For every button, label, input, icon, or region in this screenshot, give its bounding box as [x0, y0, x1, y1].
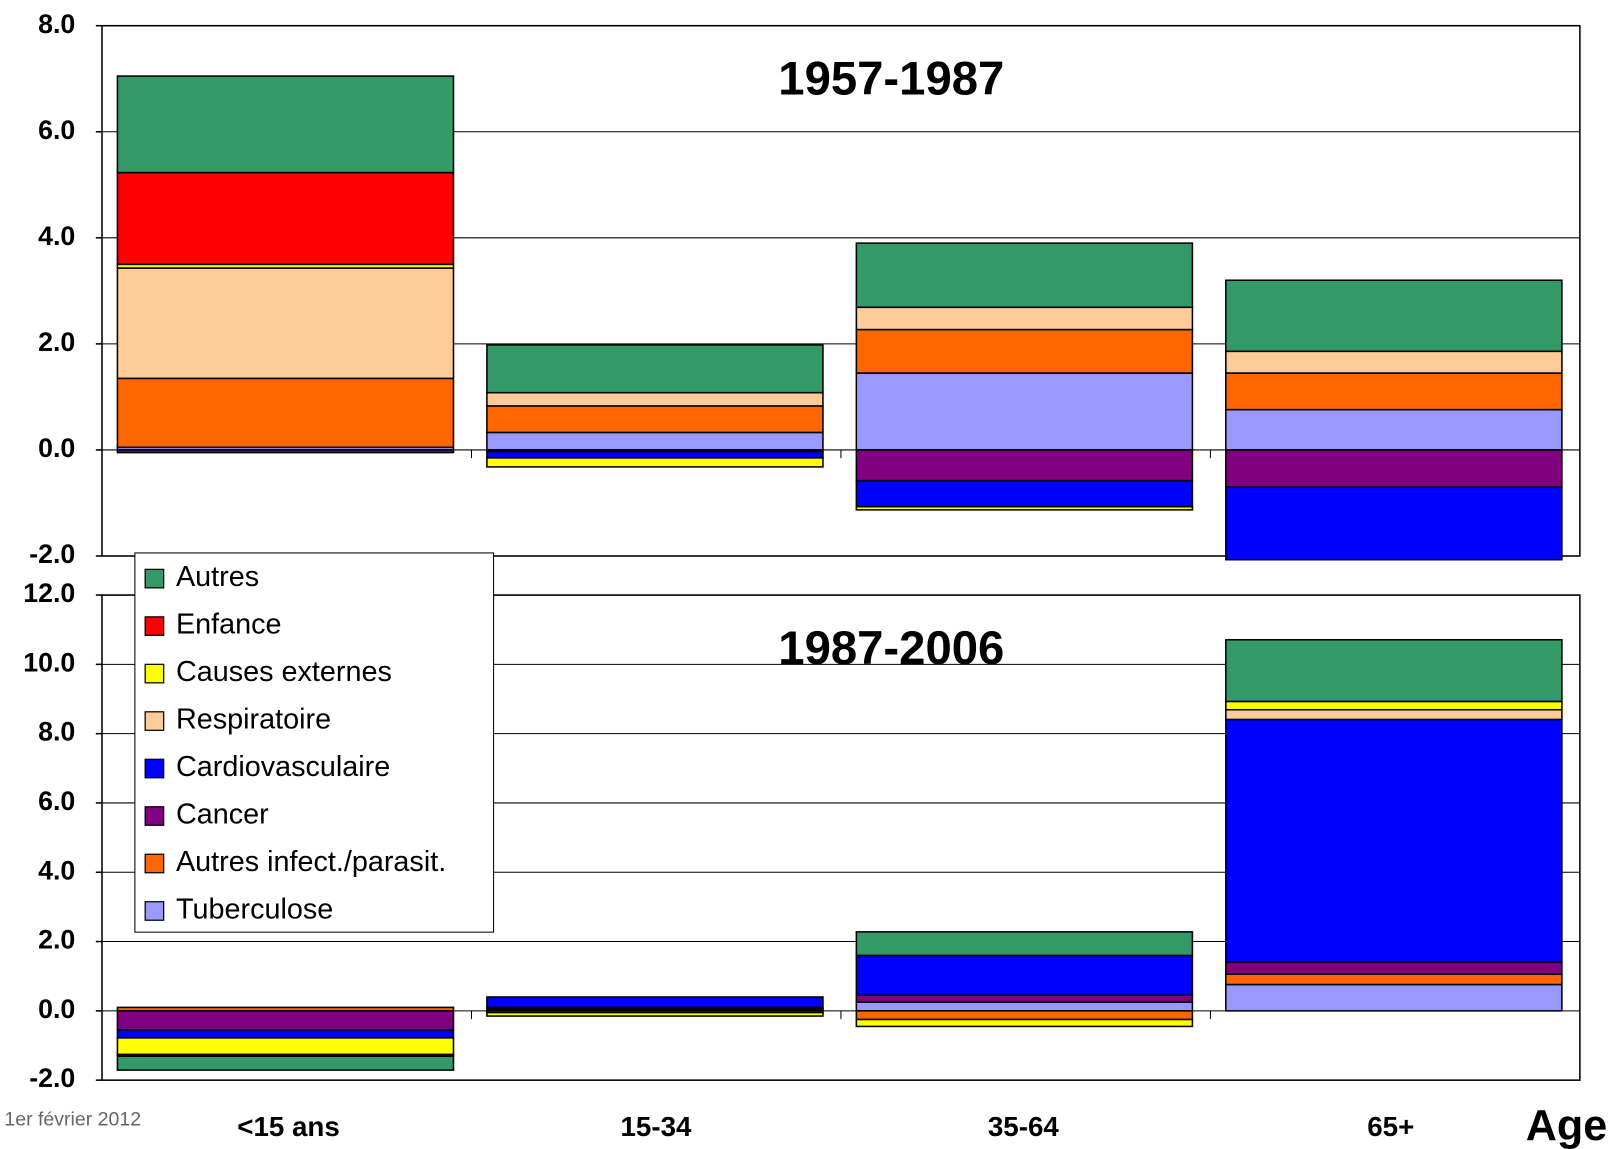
legend-swatch	[144, 711, 165, 731]
legend-swatch	[144, 616, 165, 636]
bar-segment	[855, 1018, 1194, 1028]
bar-segment	[855, 1001, 1194, 1012]
bar-segment	[855, 328, 1194, 374]
footer: 1er février 2012	[4, 1108, 141, 1130]
bar-segment	[486, 391, 824, 407]
bar-segment	[486, 405, 824, 434]
y-tick-label: -2.0	[29, 539, 75, 569]
bar-segment	[1225, 638, 1563, 703]
x-tick-label: 35-64	[988, 1111, 1060, 1142]
legend-box	[134, 552, 495, 933]
plot-frame	[101, 24, 1581, 557]
bar-segment	[116, 171, 455, 266]
legend-label: Tuberculose	[176, 894, 333, 926]
bar-segment	[116, 1037, 455, 1056]
bar-segment	[855, 954, 1194, 997]
bar-segment	[1225, 700, 1563, 711]
y-tick-label: 2.0	[38, 925, 75, 955]
bar-segment	[1225, 350, 1563, 374]
legend-label: Respiratoire	[176, 704, 331, 736]
bar-segment	[1225, 486, 1563, 561]
bar-segment	[116, 267, 455, 380]
bar-segment	[1225, 408, 1563, 451]
legend-label: Cardiovasculaire	[176, 751, 390, 783]
bar-segment	[1225, 961, 1563, 975]
bar-segment	[1225, 718, 1563, 963]
y-tick-label: 8.0	[38, 717, 75, 747]
bar-segment	[486, 996, 824, 1009]
y-tick-label: 4.0	[38, 855, 75, 885]
y-tick-label: 12.0	[23, 578, 75, 608]
legend-label: Enfance	[176, 609, 282, 641]
panel-title: 1957-1987	[778, 53, 1004, 106]
y-tick-label: 8.0	[38, 9, 75, 39]
legend-swatch	[144, 758, 165, 779]
legend-swatch	[144, 663, 165, 684]
bar-segment	[855, 372, 1194, 451]
bar-segment	[116, 1010, 455, 1031]
bar-segment	[1225, 279, 1563, 353]
bar-segment	[116, 1055, 455, 1071]
bar-segment	[855, 449, 1194, 482]
bar-segment	[486, 431, 824, 451]
bar-segment	[116, 1029, 455, 1039]
legend-swatch	[144, 568, 165, 589]
legend-label: Autres infect./parasit.	[176, 846, 446, 878]
bar-segment	[855, 479, 1194, 508]
bar-segment	[1225, 973, 1563, 986]
bar-segment	[486, 457, 824, 468]
x-tick-label: 65+	[1367, 1111, 1414, 1142]
y-tick-label: 6.0	[38, 786, 75, 816]
x-tick-label: <15 ans	[237, 1111, 340, 1142]
bar-segment	[1225, 449, 1563, 488]
y-tick-label: 4.0	[38, 221, 75, 251]
bar-segment	[855, 1010, 1194, 1021]
y-tick-label: 0.0	[38, 994, 75, 1024]
bar-segment	[116, 75, 455, 174]
bar-segment	[1225, 983, 1563, 1012]
y-tick-label: 6.0	[38, 115, 75, 145]
legend-label: Cancer	[176, 799, 269, 831]
legend-swatch	[144, 901, 165, 921]
legend-swatch	[144, 806, 165, 826]
bar-segment	[486, 1011, 824, 1017]
bar-segment	[855, 505, 1194, 511]
bar-segment	[486, 450, 824, 459]
bar-segment	[855, 306, 1194, 331]
panel-title: 1987-2006	[778, 622, 1004, 675]
bar-segment	[855, 994, 1194, 1003]
bar-segment	[116, 377, 455, 449]
legend-swatch	[144, 853, 165, 874]
bar-segment	[1225, 372, 1563, 411]
x-axis-label: Age	[1526, 1102, 1608, 1149]
bar-segment	[855, 242, 1194, 309]
bar-segment	[116, 449, 455, 454]
bar-segment	[486, 344, 824, 394]
y-tick-label: 2.0	[38, 327, 75, 357]
y-tick-label: -2.0	[29, 1063, 75, 1093]
y-tick-label: 10.0	[23, 647, 75, 677]
plot-frame	[101, 594, 1581, 1081]
bar-segment	[1225, 708, 1563, 721]
legend-label: Causes externes	[176, 656, 392, 688]
legend-label: Autres	[176, 561, 259, 593]
y-tick-label: 0.0	[38, 433, 75, 463]
x-tick-label: 15-34	[620, 1111, 692, 1142]
bar-segment	[855, 931, 1194, 957]
legend: Autres Enfance Causes externes Respiratoire…	[134, 552, 495, 933]
